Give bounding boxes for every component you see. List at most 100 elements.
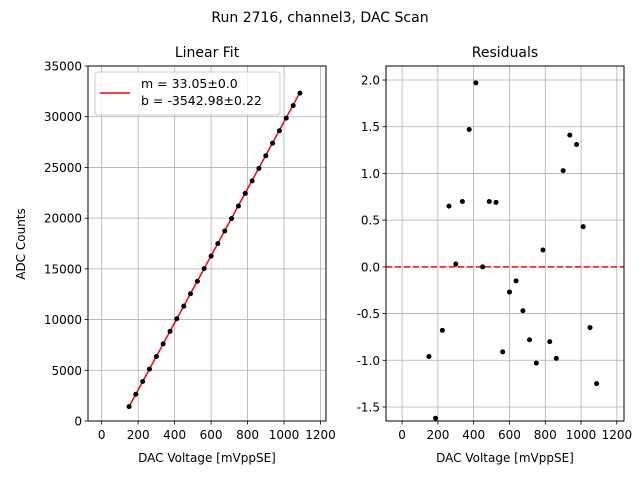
x-tick-label: 0	[98, 428, 106, 442]
y-tick-label: 1.5	[361, 120, 380, 134]
data-point	[594, 381, 600, 387]
data-point	[433, 415, 439, 421]
linear-fit-points	[126, 90, 303, 410]
data-point	[527, 337, 533, 343]
data-point	[466, 127, 472, 133]
x-tick-label: 400	[163, 428, 186, 442]
data-point	[146, 366, 152, 372]
data-point	[493, 199, 499, 205]
data-point	[426, 354, 432, 360]
data-point	[439, 327, 445, 333]
linear-fit-ylabel: ADC Counts	[14, 208, 28, 280]
residuals-yticks: -1.5 -1.0 -0.5 0.0 0.5 1.0 1.5 2.0	[357, 74, 386, 414]
y-tick-label: 15000	[44, 262, 82, 276]
y-tick-label: -0.5	[357, 307, 380, 321]
y-tick-label: 2.0	[361, 74, 380, 88]
y-tick-label: -1.5	[357, 400, 380, 414]
linear-fit-panel: Linear Fit DAC Voltage [mVppSE] ADC Coun…	[14, 45, 336, 465]
data-point	[153, 353, 159, 359]
data-point	[160, 341, 166, 347]
data-point	[235, 203, 241, 209]
data-point	[580, 224, 586, 230]
data-point	[242, 190, 248, 196]
data-point	[181, 303, 187, 309]
data-point	[140, 379, 146, 385]
legend-entry-intercept: b = -3542.98±0.22	[141, 93, 262, 108]
data-point	[459, 198, 465, 204]
x-tick-label: 800	[534, 428, 557, 442]
data-point	[506, 289, 512, 295]
x-tick-label: 600	[200, 428, 223, 442]
linear-fit-xticks: 0 200 400 600 800 1000 1200	[98, 421, 336, 442]
data-point	[249, 178, 255, 184]
data-point	[215, 241, 221, 247]
data-point	[533, 360, 539, 366]
linear-fit-yticks: 0 5000 10000 15000 20000 25000 30000 35000	[44, 60, 88, 429]
y-tick-label: 0.0	[361, 260, 380, 274]
figure-suptitle: Run 2716, channel3, DAC Scan	[211, 10, 428, 26]
x-tick-label: 1200	[602, 428, 633, 442]
data-point	[276, 128, 282, 134]
data-point	[126, 404, 132, 410]
legend-box	[94, 71, 281, 116]
legend: m = 33.05±0.0 b = -3542.98±0.22	[94, 71, 281, 116]
x-tick-label: 600	[498, 428, 521, 442]
linear-fit-xlabel: DAC Voltage [mVppSE]	[138, 451, 276, 465]
legend-entry-slope: m = 33.05±0.0	[141, 76, 238, 91]
residuals-axes-frame	[385, 65, 625, 422]
data-point	[187, 291, 193, 297]
data-point	[222, 228, 228, 234]
residuals-panel: Residuals DAC Voltage [mVppSE] 0 200 400 60…	[357, 45, 633, 465]
data-point	[270, 140, 276, 146]
residuals-points	[426, 80, 600, 421]
y-tick-label: 30000	[44, 110, 82, 124]
data-point	[229, 216, 235, 222]
data-point	[553, 355, 559, 361]
x-tick-label: 0	[398, 428, 406, 442]
data-point	[256, 165, 262, 171]
x-tick-label: 1200	[305, 428, 336, 442]
y-tick-label: 1.0	[361, 167, 380, 181]
data-point	[540, 247, 546, 253]
residuals-title: Residuals	[472, 45, 538, 61]
data-point	[174, 316, 180, 322]
data-point	[567, 132, 573, 138]
data-point	[283, 115, 289, 121]
data-point	[453, 261, 459, 267]
y-tick-label: 20000	[44, 212, 82, 226]
y-tick-label: 0.5	[361, 214, 380, 228]
data-point	[587, 325, 593, 331]
x-tick-label: 200	[127, 428, 150, 442]
data-point	[208, 253, 214, 259]
data-point	[480, 264, 486, 270]
residuals-xticks: 0 200 400 600 800 1000 1200	[398, 421, 632, 442]
data-point	[560, 168, 566, 174]
x-tick-label: 1000	[269, 428, 300, 442]
x-tick-label: 400	[462, 428, 485, 442]
y-tick-label: 25000	[44, 161, 82, 175]
linear-fit-axes-frame	[87, 65, 327, 422]
data-point	[201, 266, 207, 272]
data-point	[297, 90, 303, 96]
y-tick-label: 10000	[44, 313, 82, 327]
linear-fit-title: Linear Fit	[175, 45, 240, 61]
y-tick-label: 0	[74, 415, 82, 429]
data-point	[446, 203, 452, 209]
data-point	[473, 80, 479, 86]
data-point	[167, 328, 173, 334]
residuals-xlabel: DAC Voltage [mVppSE]	[436, 451, 574, 465]
data-point	[133, 391, 139, 397]
data-point	[263, 153, 269, 159]
data-point	[194, 278, 200, 284]
x-tick-label: 200	[426, 428, 449, 442]
data-point	[500, 349, 506, 355]
data-point	[290, 103, 296, 109]
data-point	[547, 339, 553, 345]
y-tick-label: 5000	[51, 364, 82, 378]
data-point	[513, 278, 519, 284]
data-point	[520, 308, 526, 314]
y-tick-label: -1.0	[357, 354, 380, 368]
data-point	[486, 198, 492, 204]
y-tick-label: 35000	[44, 60, 82, 74]
